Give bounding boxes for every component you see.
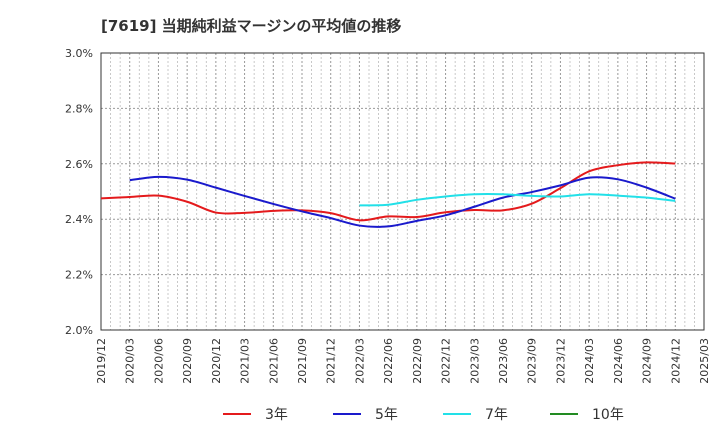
x-tick-label: 2022/12 bbox=[440, 338, 453, 384]
x-tick-label: 2021/06 bbox=[267, 338, 280, 384]
plot-area-frame bbox=[100, 52, 705, 331]
x-tick-label: 2024/03 bbox=[583, 338, 596, 384]
legend-label-2: 7年 bbox=[485, 407, 508, 423]
x-tick-label: 2020/03 bbox=[124, 338, 137, 384]
x-tick-label: 2022/09 bbox=[411, 338, 424, 384]
x-tick-label: 2021/09 bbox=[296, 338, 309, 384]
series-line-1 bbox=[129, 175, 676, 228]
x-tick-label: 2023/09 bbox=[526, 338, 539, 384]
series-line-2 bbox=[359, 193, 676, 207]
legend-label-1: 5年 bbox=[375, 407, 398, 423]
x-tick-label: 2024/12 bbox=[669, 338, 682, 384]
y-tick-label: 2.0% bbox=[65, 324, 93, 337]
legend-label-0: 3年 bbox=[265, 407, 288, 423]
x-tick-label: 2024/09 bbox=[641, 338, 654, 384]
legend-label-3: 10年 bbox=[592, 407, 624, 423]
series-line-0 bbox=[100, 161, 676, 222]
y-tick-label: 2.2% bbox=[65, 269, 93, 282]
x-tick-label: 2022/03 bbox=[353, 338, 366, 384]
y-axis-ticks: 2.0% 2.2% 2.4% 2.6% 2.8% 3.0% bbox=[65, 47, 93, 337]
y-tick-label: 2.6% bbox=[65, 158, 93, 171]
x-tick-label: 2023/06 bbox=[497, 338, 510, 384]
y-tick-label: 2.8% bbox=[65, 102, 93, 115]
x-tick-label: 2022/06 bbox=[382, 338, 395, 384]
x-tick-label: 2021/12 bbox=[325, 338, 338, 384]
x-tick-label: 2021/03 bbox=[239, 338, 252, 384]
series-lines bbox=[100, 161, 676, 228]
y-tick-label: 2.4% bbox=[65, 213, 93, 226]
x-tick-label: 2023/03 bbox=[468, 338, 481, 384]
legend: 3年 5年 7年 10年 bbox=[223, 407, 624, 423]
chart-title: [7619] 当期純利益マージンの平均値の推移 bbox=[101, 17, 401, 35]
x-tick-label: 2024/06 bbox=[612, 338, 625, 384]
x-tick-label: 2020/12 bbox=[210, 338, 223, 384]
x-tick-label: 2025/03 bbox=[698, 338, 711, 384]
grid bbox=[101, 53, 704, 330]
x-tick-label: 2020/06 bbox=[152, 338, 165, 384]
x-tick-label: 2023/12 bbox=[554, 338, 567, 384]
x-tick-label: 2019/12 bbox=[95, 338, 108, 384]
x-tick-label: 2020/09 bbox=[181, 338, 194, 384]
y-tick-label: 3.0% bbox=[65, 47, 93, 60]
x-axis-ticks: 2019/12 2020/03 2020/06 2020/09 2020/12 2021/… bbox=[95, 338, 711, 384]
